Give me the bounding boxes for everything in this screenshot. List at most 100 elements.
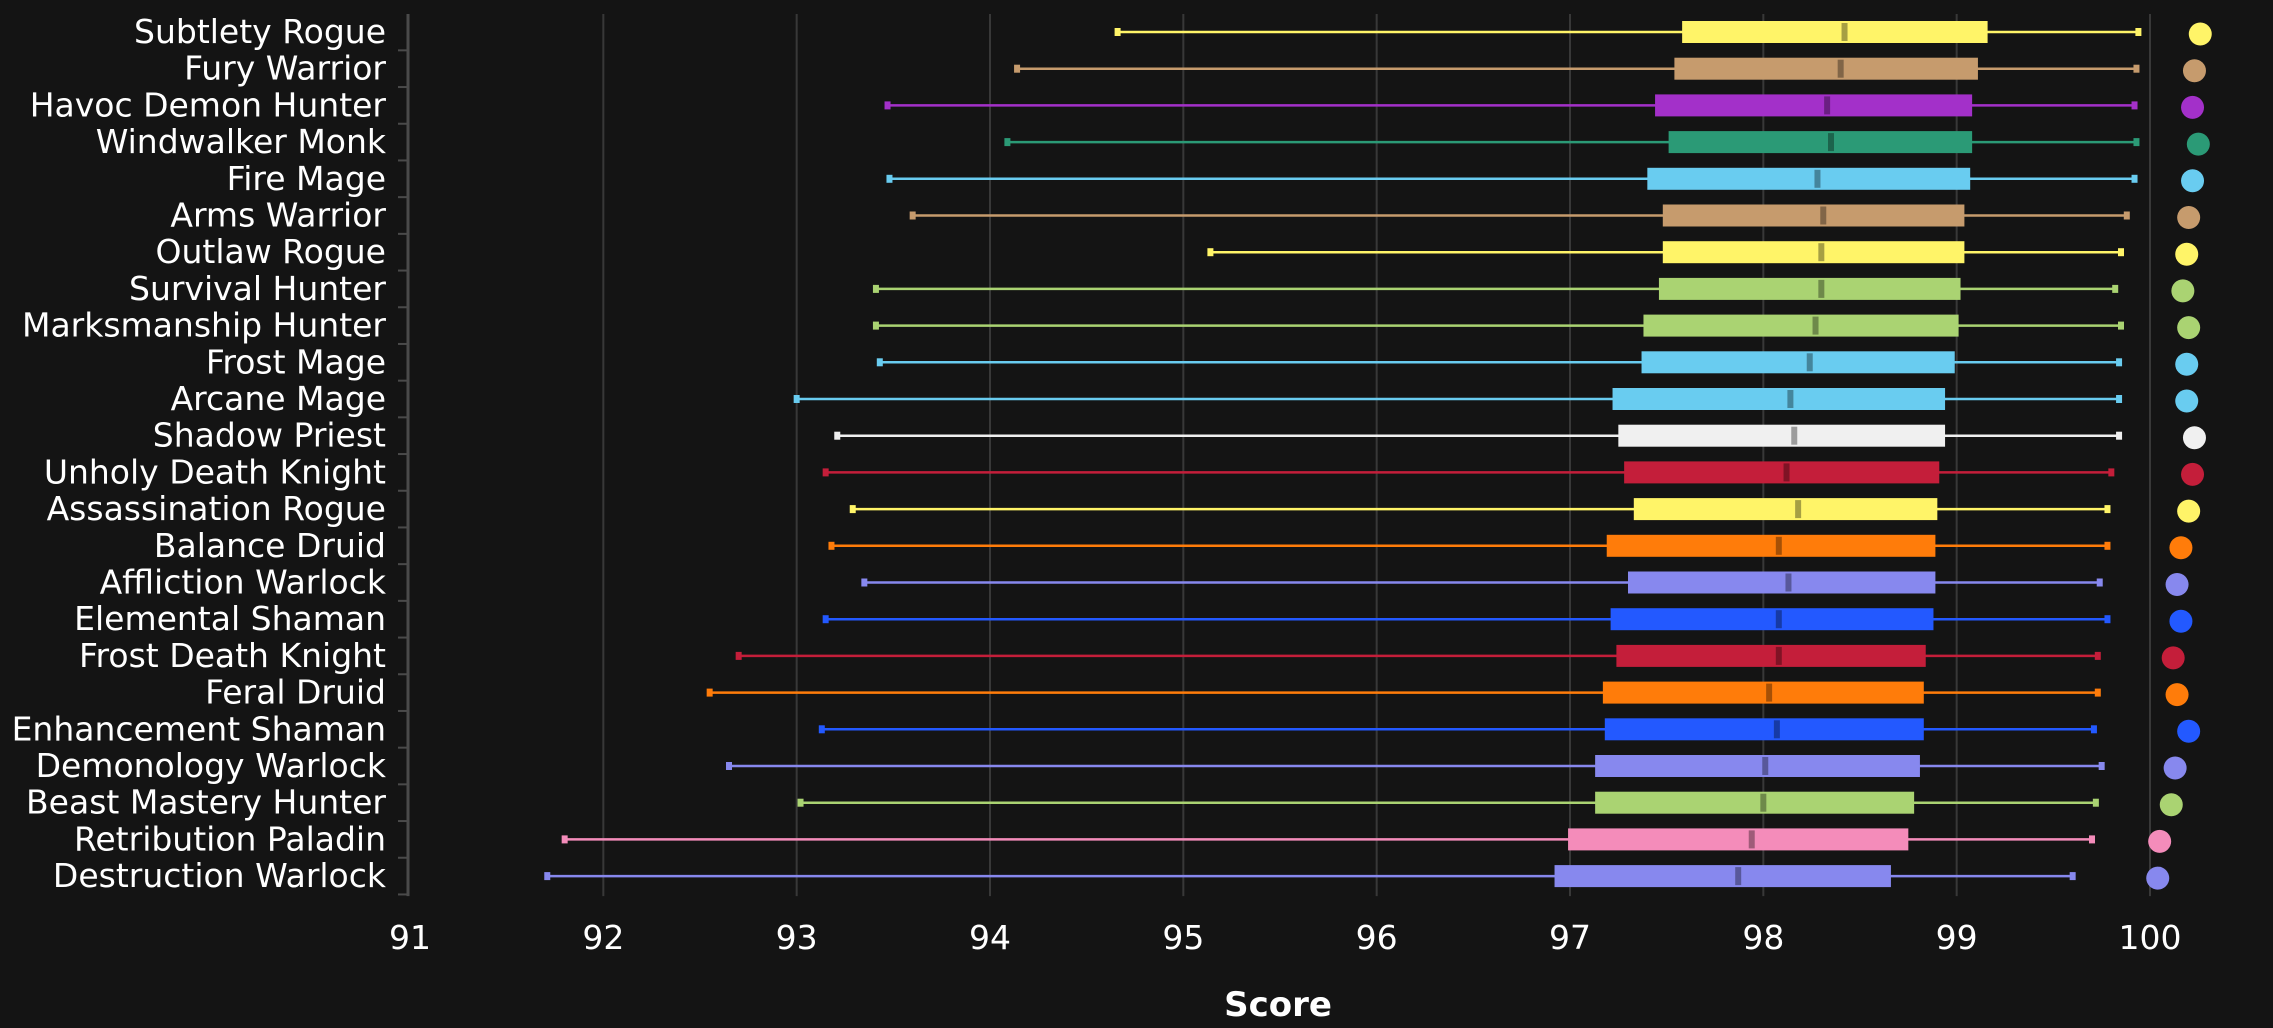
whisker-min-cap — [726, 762, 732, 770]
median-mark — [1806, 353, 1813, 372]
box-row — [1014, 57, 2206, 83]
median-mark — [1820, 206, 1827, 225]
max-point — [2182, 426, 2206, 450]
category-label: Demonology Warlock — [36, 746, 387, 785]
iqr-box — [1616, 644, 1926, 667]
max-point — [2161, 646, 2185, 670]
whisker-max-cap — [2116, 431, 2123, 440]
median-mark — [1775, 536, 1782, 555]
whisker-max-cap — [2069, 872, 2076, 881]
max-point — [2159, 793, 2183, 817]
max-point — [2177, 316, 2201, 340]
iqr-box — [1604, 718, 1924, 741]
iqr-box — [1658, 277, 1961, 300]
whisker-min-cap — [797, 798, 804, 807]
category-label: Arms Warrior — [170, 196, 386, 235]
whisker-min-cap — [886, 174, 893, 183]
median-mark — [1775, 610, 1782, 629]
box-row — [909, 204, 2201, 229]
box-row — [849, 498, 2201, 523]
median-mark — [1814, 169, 1821, 188]
whisker-min-cap — [1004, 138, 1011, 147]
box-row — [793, 388, 2199, 413]
iqr-box — [1618, 424, 1946, 447]
iqr-box — [1628, 571, 1936, 594]
whisker-min-cap — [1014, 64, 1021, 73]
whisker-min-cap — [872, 284, 879, 293]
max-point — [2146, 866, 2170, 890]
median-mark — [1795, 500, 1802, 519]
median-mark — [1748, 830, 1755, 849]
max-point — [2177, 719, 2201, 743]
x-tick-label: 95 — [1162, 918, 1204, 957]
category-label: Destruction Warlock — [53, 856, 387, 895]
median-mark — [1787, 390, 1794, 408]
iqr-box — [1633, 498, 1938, 521]
box-row — [726, 755, 2187, 780]
box-row — [886, 167, 2205, 193]
category-label: Balance Druid — [154, 526, 386, 565]
median-mark — [1837, 59, 1844, 78]
whisker-max-cap — [2135, 28, 2142, 36]
box-row — [822, 608, 2193, 633]
whisker-max-cap — [2104, 505, 2111, 514]
category-label: Outlaw Rogue — [155, 232, 386, 271]
category-label: Beast Mastery Hunter — [26, 783, 386, 822]
iqr-box — [1595, 755, 1920, 777]
box-row — [822, 461, 2205, 486]
box-row — [1004, 131, 2210, 156]
whisker-max-cap — [2116, 395, 2123, 403]
median-mark — [1812, 316, 1819, 335]
whisker-min-cap — [828, 541, 835, 550]
box-row — [872, 314, 2201, 340]
category-label: Feral Druid — [205, 673, 386, 712]
x-tick-label: 100 — [2119, 918, 2182, 957]
y-axis — [398, 14, 410, 897]
x-tick-label: 94 — [969, 918, 1011, 957]
x-tick-label: 96 — [1356, 918, 1398, 957]
iqr-box — [1624, 461, 1940, 484]
whisker-max-cap — [2116, 358, 2123, 367]
box-row — [1207, 241, 2199, 266]
iqr-box — [1602, 681, 1924, 704]
median-mark — [1783, 463, 1790, 482]
whisker-max-cap — [2112, 284, 2119, 293]
box-row — [735, 644, 2185, 670]
median-mark — [1791, 426, 1798, 445]
whisker-min-cap — [793, 395, 800, 403]
max-point — [2181, 169, 2205, 193]
category-label: Retribution Paladin — [74, 819, 386, 858]
max-point — [2171, 279, 2195, 303]
category-label: Frost Death Knight — [79, 636, 386, 675]
iqr-box — [1674, 57, 1978, 80]
max-point — [2181, 462, 2205, 486]
whisker-max-cap — [2118, 321, 2124, 330]
whisker-max-cap — [2089, 835, 2095, 844]
category-label: Elemental Shaman — [74, 599, 386, 638]
whisker-max-cap — [2133, 64, 2140, 73]
category-label: Fire Mage — [227, 159, 386, 198]
iqr-box — [1612, 388, 1946, 410]
iqr-box — [1682, 21, 1988, 43]
category-label: Unholy Death Knight — [44, 452, 386, 491]
x-tick-labels: 91 92 93 94 95 96 97 98 99 100 — [389, 918, 2182, 957]
max-point — [2175, 242, 2199, 266]
median-mark — [1766, 683, 1773, 702]
iqr-box — [1568, 828, 1909, 851]
whisker-min-cap — [849, 505, 856, 514]
whisker-max-cap — [2104, 541, 2111, 550]
whisker-max-cap — [2123, 211, 2130, 220]
whisker-min-cap — [876, 358, 883, 367]
category-label: Survival Hunter — [129, 269, 386, 308]
x-tick-label: 98 — [1742, 918, 1784, 957]
whisker-max-cap — [2118, 248, 2124, 257]
whisker-max-cap — [2131, 101, 2138, 110]
x-axis-title: Score — [1224, 985, 1332, 1025]
whisker-max-cap — [2133, 138, 2140, 147]
box-row — [872, 277, 2195, 303]
box-row — [706, 681, 2189, 707]
whisker-min-cap — [706, 688, 713, 697]
box-row — [834, 424, 2206, 450]
max-point — [2169, 609, 2193, 633]
